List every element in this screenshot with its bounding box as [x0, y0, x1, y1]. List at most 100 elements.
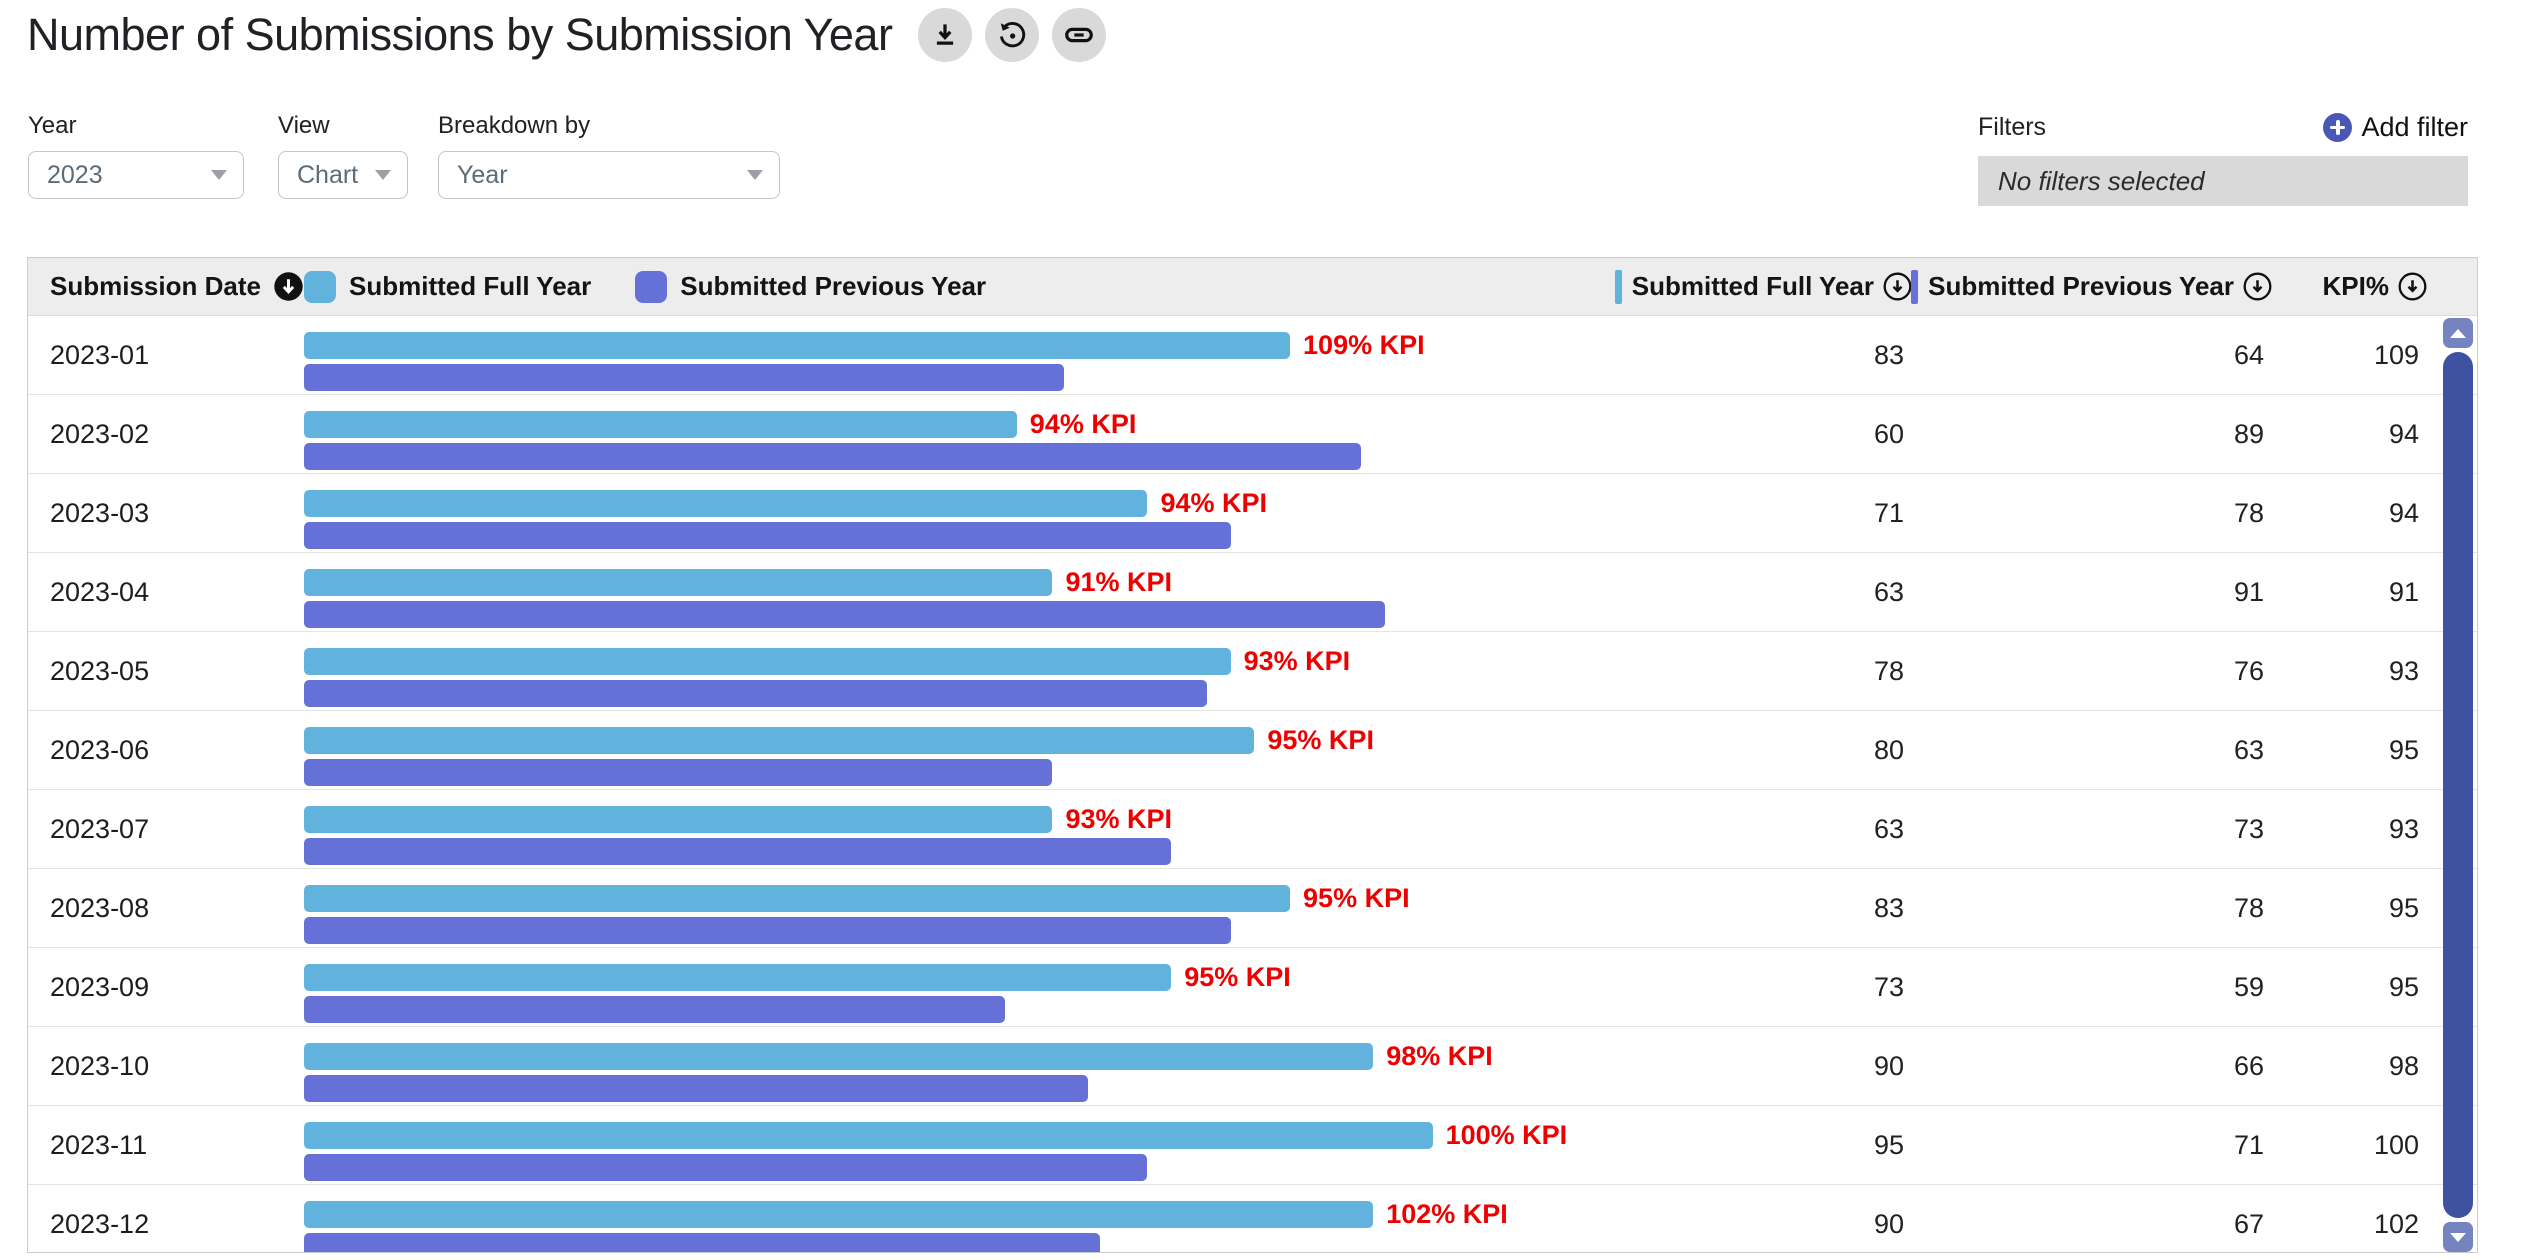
- download-button[interactable]: [918, 8, 973, 62]
- row-full-year-value: 90: [1873, 1050, 1904, 1081]
- row-chart-cell: 93% KPI: [284, 790, 1633, 868]
- kpi-annotation: 95% KPI: [1303, 882, 1410, 913]
- bar-submitted-full-year: [304, 884, 1291, 912]
- kpi-annotation: 94% KPI: [1029, 408, 1137, 439]
- title-actions: [918, 8, 1107, 62]
- column-color-bar: [1911, 269, 1919, 304]
- row-previous-year-value: 91: [2233, 576, 2264, 607]
- year-label: Year: [28, 112, 77, 139]
- row-previous-year-value: 66: [2233, 1050, 2264, 1081]
- row-chart-cell: 91% KPI: [284, 553, 1633, 631]
- column-color-bar: [1614, 269, 1622, 304]
- row-chart-cell: 100% KPI: [284, 1106, 1633, 1184]
- row-full-year-value: 63: [1873, 813, 1904, 844]
- year-control: Year 2023: [28, 112, 244, 199]
- sort-column-icon[interactable]: [2398, 272, 2427, 301]
- kpi-annotation: 100% KPI: [1445, 1119, 1568, 1150]
- row-chart-cell: 95% KPI: [284, 948, 1633, 1026]
- table-row: 2023-08 95% KPI 83 78 95: [28, 869, 2477, 948]
- row-previous-year-value: 63: [2233, 734, 2264, 765]
- bar-submitted-full-year: [304, 489, 1148, 517]
- row-month-label: 2023-07: [50, 813, 150, 844]
- row-previous-year-value: 78: [2233, 497, 2264, 528]
- row-month-label: 2023-09: [50, 971, 150, 1002]
- row-month-label: 2023-06: [50, 734, 150, 765]
- bar-submitted-previous-year: [304, 1074, 1089, 1102]
- breakdown-select[interactable]: Year: [438, 151, 780, 199]
- filters-box: No filters selected: [1978, 156, 2468, 206]
- row-chart-cell: 94% KPI: [284, 395, 1633, 473]
- sort-column-icon[interactable]: [1883, 272, 1912, 301]
- table-row: 2023-01 109% KPI 83 64 109: [28, 316, 2477, 395]
- sort-column-icon[interactable]: [2243, 272, 2272, 301]
- legend-swatch-full-year: [304, 270, 336, 303]
- row-month-label: 2023-03: [50, 497, 150, 528]
- row-month-label: 2023-01: [50, 339, 150, 370]
- bar-submitted-previous-year: [304, 679, 1207, 707]
- bar-submitted-previous-year: [304, 1153, 1148, 1181]
- triangle-down-icon: [2450, 1232, 2466, 1242]
- row-full-year-value: 60: [1873, 418, 1904, 449]
- add-filter-button[interactable]: Add filter: [2323, 112, 2468, 143]
- kpi-annotation: 109% KPI: [1303, 329, 1425, 360]
- row-full-year-value: 80: [1873, 734, 1904, 765]
- view-select-value: Chart: [297, 160, 359, 189]
- column-header-submission-date: Submission Date: [28, 271, 303, 302]
- row-month-label: 2023-11: [50, 1129, 148, 1160]
- bar-submitted-full-year: [304, 410, 1017, 438]
- row-previous-year-value: 71: [2233, 1129, 2264, 1160]
- view-select[interactable]: Chart: [278, 151, 408, 199]
- history-icon: [997, 20, 1027, 50]
- bar-submitted-previous-year: [304, 442, 1362, 470]
- scroll-up-button[interactable]: [2443, 318, 2473, 348]
- row-chart-cell: 102% KPI: [284, 1185, 1633, 1252]
- scroll-down-button[interactable]: [2443, 1222, 2473, 1252]
- column-header-submitted-previous-year: Submitted Previous Year: [1911, 269, 2278, 304]
- bar-submitted-previous-year: [304, 758, 1053, 786]
- bar-submitted-full-year: [304, 963, 1172, 991]
- history-button[interactable]: [985, 8, 1040, 62]
- bar-submitted-full-year: [304, 1200, 1374, 1228]
- row-kpi-value: 94: [2388, 418, 2419, 449]
- row-kpi-value: 91: [2388, 576, 2419, 607]
- legend-swatch-previous-year: [635, 270, 668, 303]
- row-month-cell: 2023-03: [28, 474, 284, 552]
- triangle-up-icon: [2450, 328, 2466, 338]
- column-header-submitted-full-year: Submitted Full Year: [1614, 269, 1918, 304]
- row-month-cell: 2023-06: [28, 711, 284, 789]
- row-full-year-value: 83: [1873, 339, 1904, 370]
- row-full-year-value: 95: [1873, 1129, 1904, 1160]
- bar-submitted-previous-year: [304, 600, 1386, 628]
- chevron-down-icon: [211, 170, 227, 180]
- submission-date-header-label: Submission Date: [50, 271, 261, 301]
- row-month-cell: 2023-05: [28, 632, 284, 710]
- year-select[interactable]: 2023: [28, 151, 244, 199]
- table-row: 2023-10 98% KPI 90 66 98: [28, 1027, 2477, 1106]
- table-row: 2023-12 102% KPI 90 67 102: [28, 1185, 2477, 1252]
- kpi-annotation: 93% KPI: [1065, 803, 1172, 834]
- kpi-annotation: 91% KPI: [1065, 566, 1172, 597]
- scrollbar-thumb[interactable]: [2443, 352, 2473, 1218]
- row-kpi-value: 93: [2388, 655, 2419, 686]
- row-full-year-value: 83: [1873, 892, 1904, 923]
- bar-submitted-full-year: [304, 331, 1291, 359]
- breakdown-control: Breakdown by Year: [438, 112, 780, 199]
- bar-submitted-full-year: [304, 568, 1053, 596]
- row-chart-cell: 109% KPI: [284, 316, 1633, 394]
- bar-submitted-full-year: [304, 647, 1231, 675]
- row-month-label: 2023-05: [50, 655, 150, 686]
- row-chart-cell: 93% KPI: [284, 632, 1633, 710]
- copy-link-button[interactable]: [1052, 8, 1107, 62]
- legend-item-previous-year: Submitted Previous Year: [635, 270, 986, 303]
- table-header: Submission Date Submitted Full Year Subm…: [28, 258, 2477, 316]
- row-month-cell: 2023-11: [28, 1106, 284, 1184]
- chart-legend: Submitted Full Year Submitted Previous Y…: [284, 270, 1633, 303]
- plus-icon: [2323, 113, 2353, 142]
- row-previous-year-value: 78: [2233, 892, 2264, 923]
- view-control: View Chart: [278, 112, 408, 199]
- view-label: View: [278, 112, 330, 139]
- table-row: 2023-04 91% KPI 63 91 91: [28, 553, 2477, 632]
- sort-descending-icon[interactable]: [273, 271, 304, 302]
- row-month-label: 2023-04: [50, 576, 150, 607]
